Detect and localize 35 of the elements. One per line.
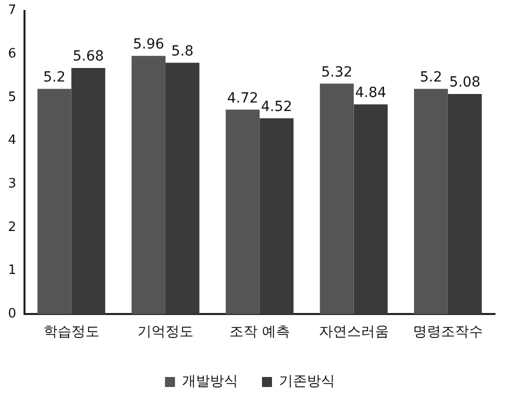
bar [132,56,166,314]
legend-label: 기존방식 [279,374,335,390]
legend-label: 개발방식 [182,374,238,390]
data-label: 4.84 [355,85,386,102]
bar [354,104,388,314]
data-label: 4.72 [227,90,258,106]
bar [71,68,106,314]
y-tick-label: 2 [8,220,16,235]
x-tick-label: 학습정도 [43,324,100,340]
data-label: 5.2 [420,69,442,86]
bar [260,118,294,314]
x-tick-label: 기억정도 [137,324,194,340]
bar [226,110,260,314]
y-tick-label: 3 [8,176,16,192]
y-tick-label: 1 [8,263,16,278]
y-tick-label: 6 [8,46,16,62]
bar [165,62,200,314]
bar [414,88,448,314]
data-label: 5.08 [449,74,480,91]
y-tick-label: 0 [8,306,16,322]
y-tick-label: 7 [8,3,16,18]
data-label: 4.52 [260,98,292,115]
bar [37,88,72,314]
x-tick-label: 조작 예측 [229,324,290,340]
data-label: 5.68 [72,48,104,65]
bar [448,94,482,314]
y-tick-label: 4 [8,133,16,148]
bar [320,84,354,314]
x-tick-label: 자연스러움 [318,324,389,340]
y-tick-label: 5 [8,90,16,105]
data-label: 5.2 [43,69,66,86]
data-label: 5.32 [321,64,352,80]
x-tick-label: 명령조작수 [412,324,483,340]
data-label: 5.96 [132,36,164,53]
data-label: 5.8 [171,43,194,60]
